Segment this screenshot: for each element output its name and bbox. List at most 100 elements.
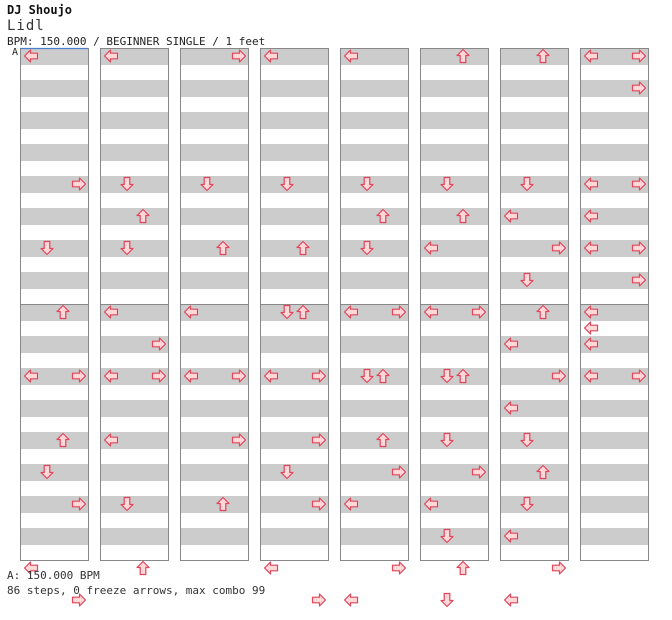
arrow-right-icon [631, 49, 647, 63]
beat-band [581, 433, 648, 449]
beat-band [101, 401, 168, 417]
song-title: Lidl [7, 18, 45, 34]
beat-band [261, 401, 328, 417]
beat-band [261, 465, 328, 481]
beat-band [21, 113, 88, 129]
chart-column [340, 48, 409, 561]
beat-band [341, 465, 408, 481]
arrow-up-icon [536, 464, 550, 480]
arrow-left-icon [263, 49, 279, 63]
beat-band [421, 529, 488, 545]
beat-band [501, 369, 568, 385]
arrow-down-icon [440, 176, 454, 192]
chart-column [180, 48, 249, 561]
arrow-down-icon [120, 176, 134, 192]
arrow-up-icon [136, 208, 150, 224]
beat-band [421, 177, 488, 193]
beat-band [261, 209, 328, 225]
beat-band [181, 113, 248, 129]
beat-band [181, 497, 248, 513]
beat-band [101, 529, 168, 545]
beat-band [21, 465, 88, 481]
arrow-left-icon [103, 369, 119, 383]
arrow-down-icon [520, 432, 534, 448]
beat-band [261, 433, 328, 449]
arrow-right-icon [71, 497, 87, 511]
arrow-right-icon [231, 49, 247, 63]
beat-band [501, 273, 568, 289]
arrow-right-icon [311, 497, 327, 511]
beat-band [101, 113, 168, 129]
arrow-left-icon [583, 209, 599, 223]
beat-band [341, 433, 408, 449]
arrow-right-icon [151, 337, 167, 351]
arrow-left-icon [103, 433, 119, 447]
beat-band [581, 273, 648, 289]
beat-band [181, 401, 248, 417]
beat-band [261, 529, 328, 545]
arrow-down-icon [40, 240, 54, 256]
arrow-left-icon [503, 209, 519, 223]
beat-band [501, 241, 568, 257]
beat-band [421, 209, 488, 225]
arrow-up-icon [456, 368, 470, 384]
beat-band [261, 497, 328, 513]
arrow-left-icon [23, 369, 39, 383]
arrow-up-icon [376, 208, 390, 224]
step-stats: 86 steps, 0 freeze arrows, max combo 99 [7, 584, 266, 597]
arrow-right-icon [471, 465, 487, 479]
beat-band [581, 113, 648, 129]
beat-band [261, 145, 328, 161]
arrow-right-icon [231, 433, 247, 447]
arrow-left-icon [503, 401, 519, 415]
beat-band [21, 81, 88, 97]
beat-band [21, 337, 88, 353]
chart-column [500, 48, 569, 561]
arrow-right-icon [151, 369, 167, 383]
beat-band [261, 337, 328, 353]
arrow-down-icon [200, 176, 214, 192]
beat-band [421, 465, 488, 481]
beat-band [181, 145, 248, 161]
arrow-right-icon [631, 273, 647, 287]
arrow-left-icon [343, 49, 359, 63]
beat-band [21, 401, 88, 417]
beat-band [341, 369, 408, 385]
beat-band [261, 177, 328, 193]
arrow-left-icon [423, 241, 439, 255]
beat-band [581, 401, 648, 417]
beat-band [501, 145, 568, 161]
section-marker: A [12, 47, 19, 58]
arrow-left-icon [503, 593, 519, 607]
chart-column [100, 48, 169, 561]
beat-band [341, 241, 408, 257]
beat-band [181, 209, 248, 225]
arrow-up-icon [376, 368, 390, 384]
beat-band [341, 81, 408, 97]
beat-band [421, 145, 488, 161]
arrow-up-icon [296, 240, 310, 256]
arrow-down-icon [40, 464, 54, 480]
chart-column [420, 48, 489, 561]
arrow-left-icon [263, 369, 279, 383]
chart-info: BPM: 150.000 / BEGINNER SINGLE / 1 feet [7, 35, 266, 48]
beat-band [21, 273, 88, 289]
arrow-right-icon [311, 369, 327, 383]
arrow-left-icon [343, 305, 359, 319]
beat-band [181, 81, 248, 97]
beat-band [181, 465, 248, 481]
chart-column [580, 48, 649, 561]
arrow-up-icon [536, 48, 550, 64]
beat-band [101, 81, 168, 97]
arrow-right-icon [311, 593, 327, 607]
beat-band [21, 433, 88, 449]
beat-band [581, 465, 648, 481]
arrow-right-icon [71, 177, 87, 191]
beat-band [101, 465, 168, 481]
beat-band [341, 209, 408, 225]
arrow-left-icon [583, 369, 599, 383]
arrow-down-icon [360, 240, 374, 256]
arrow-up-icon [216, 240, 230, 256]
beat-band [501, 49, 568, 65]
beat-band [101, 177, 168, 193]
